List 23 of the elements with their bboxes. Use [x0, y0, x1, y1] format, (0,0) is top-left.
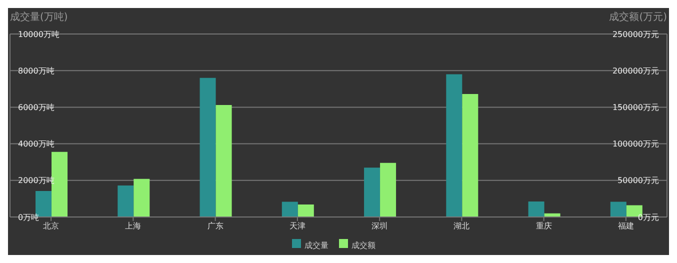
x-tick-label: 上海: [125, 222, 142, 231]
y2-tick-label: 150000万元: [612, 103, 659, 112]
y-tick-label: 6000万吨: [18, 103, 54, 112]
legend-label: 成交量: [304, 241, 328, 250]
x-tick-label: 重庆: [536, 222, 552, 231]
x-tick-label: 天津: [289, 222, 306, 231]
bar: [528, 201, 544, 217]
y2-tick-label: 50000万元: [618, 176, 659, 186]
y2-axis-title: 成交额(万元): [609, 10, 667, 24]
y2-tick-label: 100000万元: [612, 140, 659, 149]
y2-tick-label: 250000万元: [612, 30, 659, 39]
y-tick-label: 8000万吨: [18, 66, 54, 76]
y2-tick-label: 200000万元: [612, 66, 659, 76]
y-tick-label: 4000万吨: [18, 140, 54, 149]
y-axis-title: 成交量(万吨): [10, 10, 68, 24]
x-tick-label: 福建: [618, 222, 634, 231]
x-tick-label: 北京: [43, 222, 60, 231]
x-tick-label: 湖北: [454, 222, 470, 231]
y-tick-label: 10000万吨: [18, 30, 60, 39]
x-tick-label: 深圳: [372, 222, 388, 231]
x-tick-label: 广东: [207, 222, 224, 231]
y-tick-label: 0万吨: [18, 212, 40, 222]
legend-label: 成交额: [352, 241, 376, 250]
